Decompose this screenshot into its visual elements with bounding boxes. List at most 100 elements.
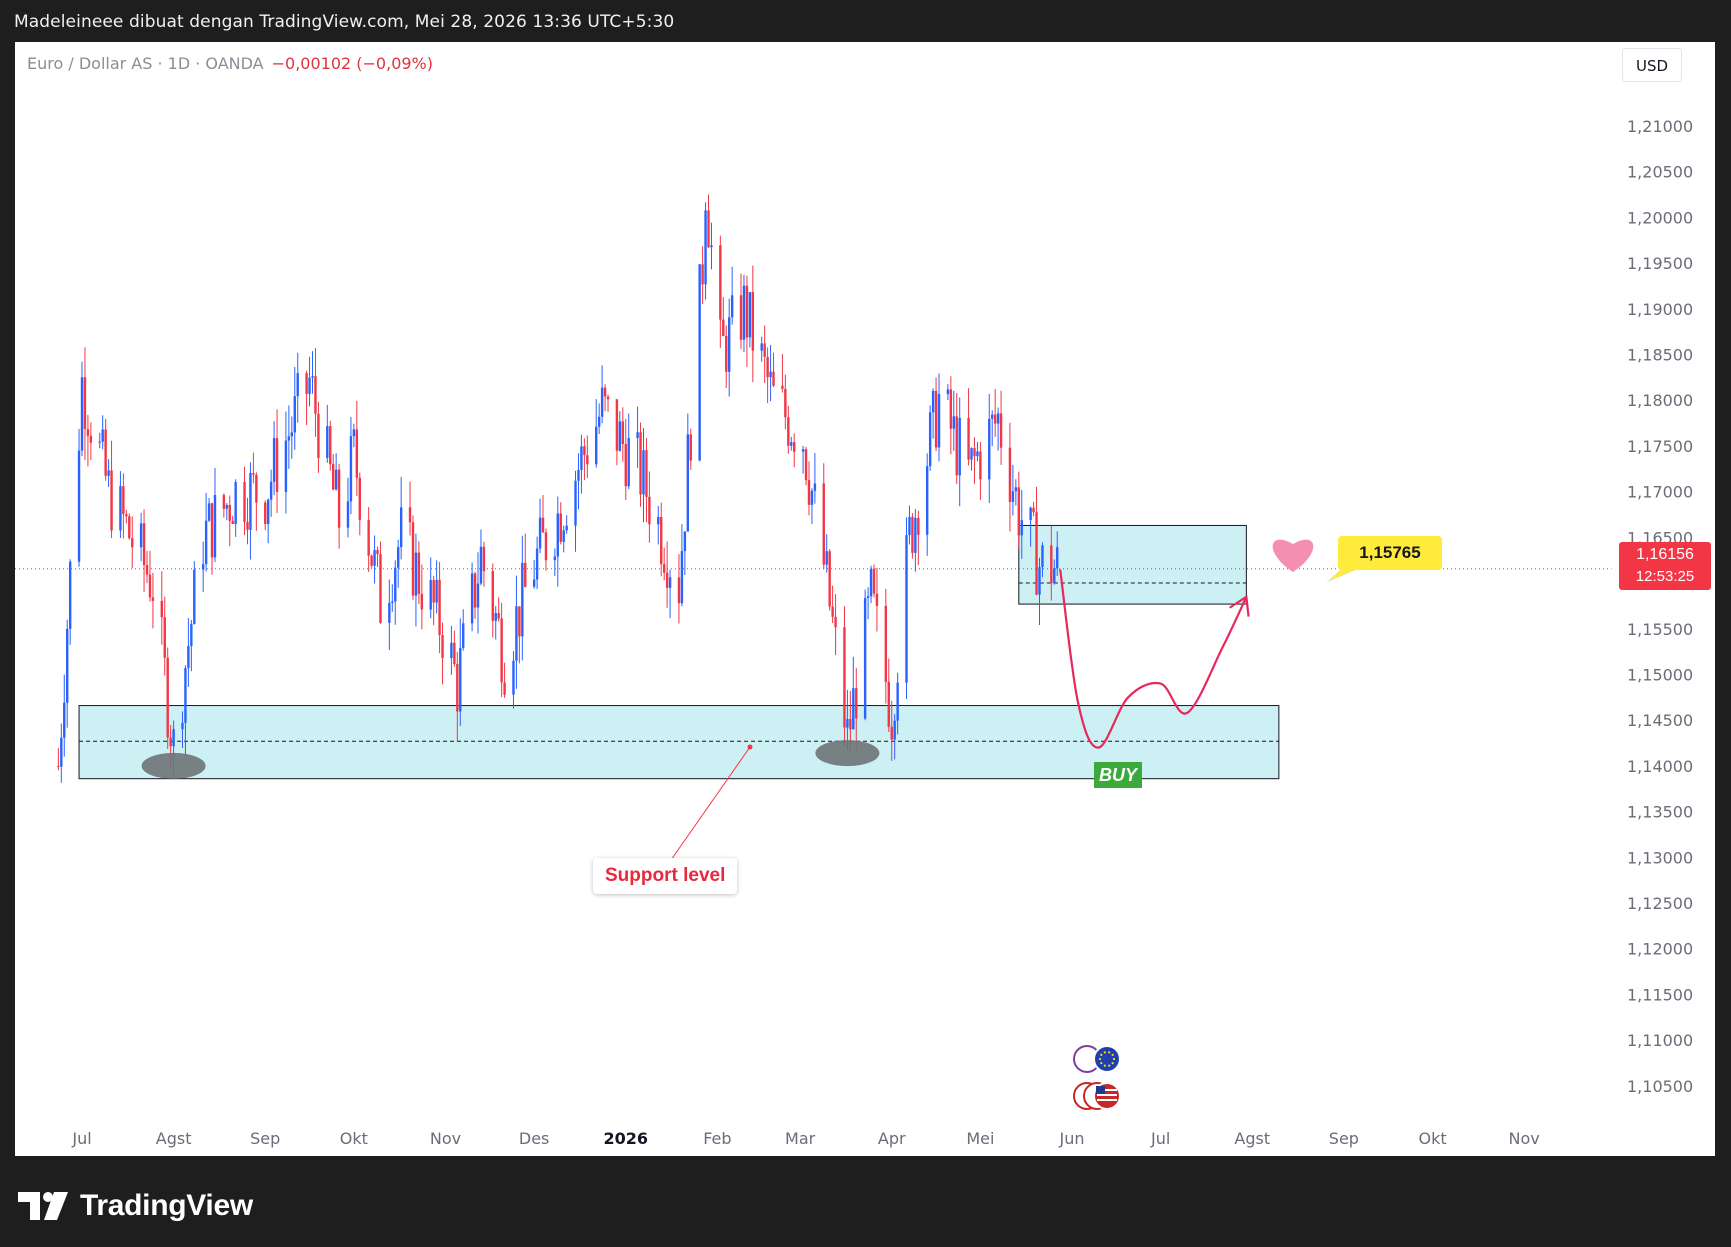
candle-down bbox=[314, 376, 317, 414]
candle-down bbox=[662, 564, 666, 573]
candle-up bbox=[207, 503, 211, 521]
candle-down bbox=[787, 417, 790, 446]
candle-up bbox=[825, 551, 828, 565]
candle-up bbox=[668, 577, 672, 588]
price-chart[interactable]: 1,21000 1,20500 1,20000 1,19500 1,19000 1,185… bbox=[15, 42, 1715, 1156]
candle-up bbox=[1020, 520, 1023, 536]
candle-down bbox=[128, 516, 131, 539]
pivot-marker-1[interactable] bbox=[141, 752, 206, 779]
symbol-name: Euro / Dollar AS · 1D · OANDA bbox=[27, 54, 264, 73]
candle-up bbox=[139, 523, 143, 548]
projected-path-arrow[interactable] bbox=[1059, 569, 1248, 749]
candle-up bbox=[190, 623, 193, 646]
candle-down bbox=[275, 438, 279, 492]
tradingview-logo[interactable]: TradingView bbox=[18, 1188, 253, 1224]
currency-button[interactable]: USD bbox=[1622, 48, 1682, 82]
candle-down bbox=[456, 664, 459, 712]
candle-up bbox=[937, 394, 941, 448]
candle-down bbox=[453, 642, 456, 665]
buy-label[interactable]: BUY bbox=[1094, 762, 1142, 788]
candle-up bbox=[535, 548, 539, 580]
price-axis-label: 1,19500 bbox=[1627, 254, 1693, 273]
candle-down bbox=[210, 503, 214, 558]
candle-down bbox=[166, 657, 169, 738]
candle-up bbox=[538, 517, 542, 549]
target-price-callout[interactable]: 1,15765 bbox=[1338, 536, 1442, 570]
entry-zone[interactable] bbox=[1018, 524, 1247, 605]
candle-up bbox=[988, 418, 991, 480]
candle-down bbox=[473, 573, 477, 608]
candle-down bbox=[482, 546, 486, 572]
price-axis-label: 1,11500 bbox=[1627, 985, 1693, 1004]
candle-down bbox=[370, 555, 373, 566]
candle-down bbox=[252, 473, 255, 475]
price-axis-label: 1,21000 bbox=[1627, 117, 1693, 136]
tradingview-wordmark: TradingView bbox=[80, 1189, 253, 1222]
candle-down bbox=[763, 343, 766, 357]
eu-flag-star bbox=[1112, 1057, 1116, 1061]
eu-flag-star bbox=[1108, 1064, 1111, 1067]
candle-down bbox=[583, 446, 586, 456]
candle-down bbox=[781, 385, 784, 389]
candle-down bbox=[701, 264, 704, 285]
candle-up bbox=[742, 285, 746, 340]
chart-area[interactable]: 1,21000 1,20500 1,20000 1,19500 1,19000 1,185… bbox=[15, 42, 1715, 1156]
candle-down bbox=[745, 285, 749, 338]
candle-up bbox=[1038, 567, 1041, 595]
price-axis-label: 1,17000 bbox=[1627, 483, 1693, 502]
support-label-anchor bbox=[747, 744, 753, 750]
candle-down bbox=[911, 516, 914, 553]
price-axis-label: 1,18000 bbox=[1627, 391, 1693, 410]
eu-flag-icon[interactable] bbox=[1093, 1045, 1121, 1073]
support-level-label[interactable]: Support level bbox=[593, 858, 738, 894]
candle-up bbox=[970, 448, 973, 460]
eu-flag-star bbox=[1111, 1053, 1114, 1056]
candle-up bbox=[928, 412, 932, 467]
candle-up bbox=[290, 432, 294, 437]
candle-down bbox=[541, 517, 545, 533]
candle-down bbox=[615, 399, 619, 451]
candle-down bbox=[331, 464, 335, 490]
candle-down bbox=[518, 606, 521, 637]
candle-down bbox=[86, 429, 90, 436]
time-axis-label: Jul bbox=[71, 1129, 91, 1148]
price-axis-label: 1,11000 bbox=[1627, 1031, 1693, 1050]
candle-down bbox=[160, 600, 163, 618]
candle-down bbox=[660, 516, 663, 565]
candle-up bbox=[184, 668, 187, 723]
candle-up bbox=[991, 414, 994, 419]
candle-up bbox=[863, 598, 867, 719]
symbol-legend: Euro / Dollar AS · 1D · OANDA −0,00102 (−… bbox=[27, 54, 433, 73]
candle-down bbox=[417, 552, 421, 594]
candle-up bbox=[627, 438, 630, 487]
candle-down bbox=[875, 593, 879, 606]
price-axis-label: 1,13500 bbox=[1627, 803, 1693, 822]
candle-down bbox=[606, 396, 610, 400]
candle-up bbox=[293, 396, 296, 433]
price-axis-label: 1,20500 bbox=[1627, 163, 1693, 182]
candle-up bbox=[308, 377, 311, 394]
candle-up bbox=[657, 516, 660, 525]
bar-countdown: 12:53:25 bbox=[1635, 568, 1695, 585]
price-axis-label: 1,17500 bbox=[1627, 437, 1693, 456]
last-price-value: 1,16156 bbox=[1636, 546, 1694, 563]
eu-flag-star bbox=[1100, 1062, 1103, 1065]
candle-up bbox=[266, 499, 270, 525]
candle-down bbox=[766, 356, 769, 378]
candle-up bbox=[597, 416, 601, 427]
candle-down bbox=[722, 319, 725, 336]
candle-up bbox=[1041, 545, 1044, 568]
candle-up bbox=[388, 602, 391, 623]
candle-down bbox=[222, 495, 226, 509]
candle-down bbox=[367, 519, 370, 556]
candle-up bbox=[287, 436, 291, 441]
support-zone[interactable] bbox=[78, 705, 1280, 780]
candle-up bbox=[193, 569, 196, 624]
time-axis-label: Sep bbox=[1329, 1129, 1359, 1148]
candle-down bbox=[917, 517, 920, 535]
candle-up bbox=[642, 450, 645, 495]
eu-flag-star bbox=[1100, 1053, 1103, 1056]
candle-up bbox=[618, 421, 622, 451]
candle-down bbox=[145, 565, 149, 575]
pivot-marker-2[interactable] bbox=[815, 740, 880, 767]
